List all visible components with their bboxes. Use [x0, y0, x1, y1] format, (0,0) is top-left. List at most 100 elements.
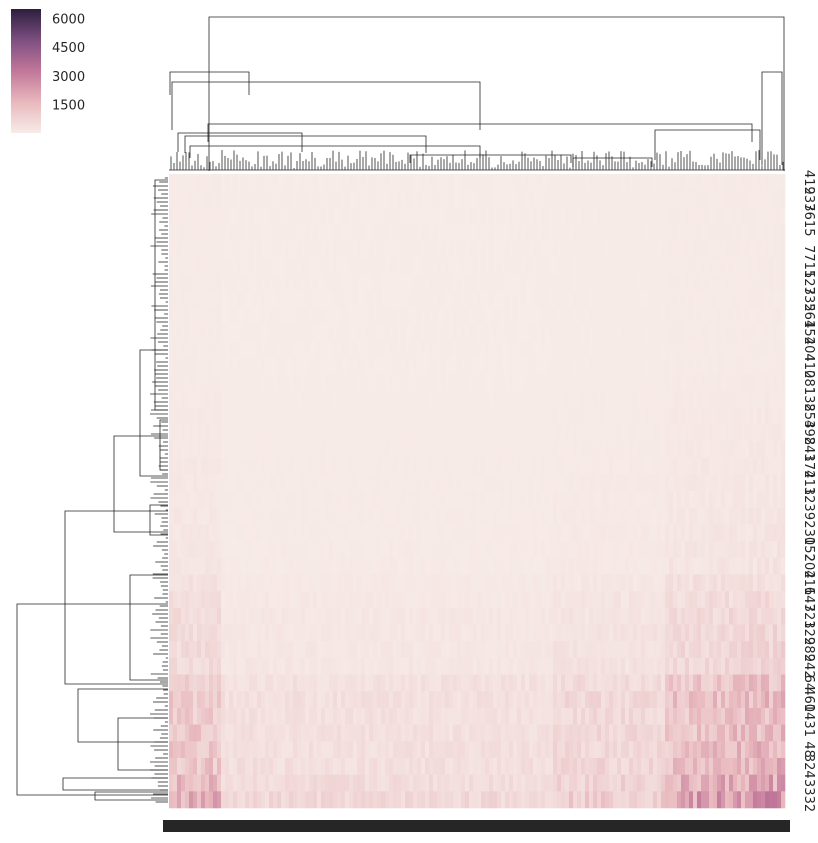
- heatmap-cell: [601, 624, 606, 642]
- heatmap-cell: [389, 190, 394, 208]
- heatmap-cell: [725, 440, 730, 458]
- heatmap-cell: [537, 507, 542, 525]
- heatmap-cell: [461, 657, 466, 675]
- heatmap-cell: [573, 240, 578, 258]
- heatmap-cell: [625, 307, 630, 325]
- heatmap-cell: [273, 624, 278, 642]
- heatmap-cell: [501, 624, 506, 642]
- heatmap-cell: [617, 474, 622, 492]
- heatmap-cell: [633, 240, 638, 258]
- heatmap-cell: [233, 507, 238, 525]
- heatmap-cell: [549, 641, 554, 659]
- heatmap-cell: [685, 657, 690, 675]
- heatmap-cell: [225, 557, 230, 575]
- heatmap-cell: [705, 491, 710, 508]
- heatmap-cell: [609, 624, 614, 642]
- heatmap-cell: [761, 457, 766, 475]
- heatmap-cell: [761, 290, 766, 308]
- heatmap-cell: [169, 207, 174, 225]
- heatmap-cell: [625, 440, 630, 458]
- heatmap-cell: [345, 624, 350, 642]
- heatmap-cell: [405, 240, 410, 258]
- heatmap-cell: [257, 357, 262, 375]
- heatmap-cell: [681, 657, 686, 675]
- heatmap-cell: [577, 357, 582, 375]
- heatmap-cell: [485, 307, 490, 325]
- heatmap-cell: [217, 357, 222, 375]
- heatmap-cell: [385, 340, 390, 358]
- heatmap-cell: [505, 507, 510, 525]
- heatmap-cell: [313, 541, 318, 559]
- heatmap-cell: [477, 257, 482, 275]
- heatmap-cell: [237, 557, 242, 575]
- heatmap-cell: [581, 174, 586, 191]
- heatmap-cell: [321, 290, 326, 308]
- heatmap-cell: [645, 190, 650, 208]
- heatmap-cell: [549, 257, 554, 275]
- heatmap-cell: [769, 507, 774, 525]
- heatmap-cell: [533, 674, 538, 692]
- heatmap-cell: [193, 440, 198, 458]
- heatmap-cell: [189, 674, 194, 692]
- heatmap-cell: [377, 390, 382, 408]
- heatmap-cell: [221, 524, 226, 542]
- heatmap-cell: [333, 657, 338, 675]
- heatmap-cell: [709, 607, 714, 625]
- heatmap-cell: [301, 440, 306, 458]
- heatmap-cell: [261, 624, 266, 642]
- heatmap-cell: [445, 240, 450, 258]
- heatmap-cell: [697, 307, 702, 325]
- heatmap-cell: [549, 307, 554, 325]
- heatmap-cell: [217, 307, 222, 325]
- heatmap-cell: [641, 240, 646, 258]
- heatmap-cell: [185, 257, 190, 275]
- heatmap-cell: [425, 174, 430, 191]
- heatmap-cell: [741, 574, 746, 592]
- heatmap-cell: [361, 190, 366, 208]
- heatmap-cell: [581, 457, 586, 475]
- heatmap-cell: [385, 307, 390, 325]
- heatmap-cell: [705, 424, 710, 442]
- heatmap-cell: [309, 624, 314, 642]
- heatmap-cell: [353, 524, 358, 542]
- heatmap-cell: [309, 374, 314, 392]
- heatmap-cell: [377, 240, 382, 258]
- heatmap-cell: [757, 190, 762, 208]
- heatmap-cell: [177, 274, 182, 292]
- heatmap-cell: [277, 507, 282, 525]
- heatmap-cell: [533, 290, 538, 308]
- heatmap-cell: [241, 440, 246, 458]
- heatmap-cell: [229, 440, 234, 458]
- heatmap-cell: [609, 340, 614, 358]
- heatmap-cell: [461, 374, 466, 392]
- heatmap-cell: [565, 674, 570, 692]
- heatmap-cell: [581, 607, 586, 625]
- heatmap-cell: [581, 557, 586, 575]
- heatmap-cell: [513, 274, 518, 292]
- heatmap-cell: [629, 290, 634, 308]
- heatmap-cell: [397, 691, 402, 709]
- heatmap-cell: [357, 457, 362, 475]
- heatmap-cell: [441, 624, 446, 642]
- heatmap-cell: [765, 624, 770, 642]
- heatmap-cell: [465, 691, 470, 709]
- heatmap-cell: [577, 574, 582, 592]
- heatmap-cell: [613, 407, 618, 425]
- heatmap-cell: [517, 374, 522, 392]
- heatmap-cell: [541, 641, 546, 659]
- heatmap-cell: [649, 541, 654, 559]
- heatmap-cell: [341, 174, 346, 191]
- heatmap-cell: [557, 390, 562, 408]
- heatmap-cell: [185, 541, 190, 559]
- heatmap-cell: [457, 307, 462, 325]
- heatmap-cell: [201, 591, 206, 609]
- heatmap-cell: [265, 407, 270, 425]
- heatmap-cell: [281, 641, 286, 659]
- heatmap-cell: [701, 541, 706, 559]
- heatmap-cell: [193, 307, 198, 325]
- heatmap-cell: [445, 507, 450, 525]
- heatmap-cell: [421, 624, 426, 642]
- heatmap-cell: [377, 591, 382, 609]
- heatmap-cell: [617, 240, 622, 258]
- heatmap-cell: [577, 557, 582, 575]
